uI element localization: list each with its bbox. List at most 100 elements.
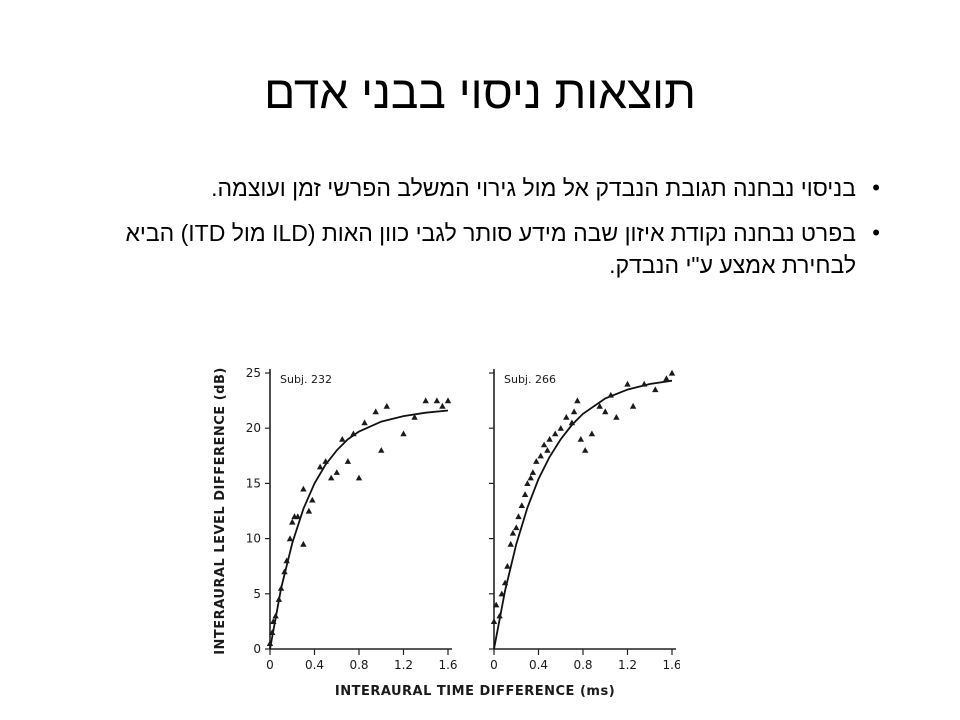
y-axis-label: INTERAURAL LEVEL DIFFERENCE (dB) — [213, 367, 228, 655]
data-point — [544, 447, 551, 453]
data-point — [663, 375, 670, 382]
data-point — [537, 452, 544, 459]
x-tick-label: 1.6 — [438, 658, 457, 672]
data-point — [305, 507, 313, 514]
bullet-text: בפרט נבחנה נקודת איזון שבה מידע סותר לגב… — [125, 220, 856, 278]
data-point — [668, 369, 676, 376]
data-point — [641, 380, 648, 387]
data-point — [629, 402, 637, 409]
data-point — [518, 502, 525, 508]
data-point — [339, 436, 346, 442]
data-point — [277, 585, 285, 591]
results-figure: 0 0.4 0.8 1.2 1.6 0 5 10 15 20 25 Subj. 232 0 0.4 0.8 1… — [190, 335, 680, 720]
data-point — [533, 458, 540, 464]
data-point — [400, 430, 407, 437]
bullet-list: • בניסוי נבחנה תגובת הנבדק אל מול גירוי … — [96, 172, 880, 294]
data-point — [552, 430, 559, 437]
bullet-item: • בניסוי נבחנה תגובת הנבדק אל מול גירוי … — [96, 172, 880, 204]
data-point — [588, 430, 596, 437]
data-point — [524, 480, 531, 486]
figure-canvas: 0 0.4 0.8 1.2 1.6 0 5 10 15 20 25 Subj. 232 0 0.4 0.8 1… — [213, 366, 680, 699]
data-point — [540, 441, 548, 448]
data-point — [289, 518, 296, 525]
data-point — [361, 419, 368, 426]
data-point — [607, 391, 614, 398]
data-point — [328, 474, 335, 481]
data-point — [272, 612, 279, 619]
data-point — [521, 491, 529, 497]
x-tick-label: 1.2 — [618, 658, 637, 672]
y-tick-label: 15 — [246, 476, 261, 490]
data-point — [652, 386, 659, 393]
y-tick-label: 5 — [253, 587, 261, 601]
x-tick-label: 1.2 — [394, 658, 413, 672]
data-point — [378, 447, 385, 453]
data-point — [281, 568, 288, 575]
data-point — [275, 596, 283, 602]
data-point — [300, 485, 307, 492]
panel-title: Subj. 232 — [280, 373, 332, 386]
data-point — [286, 535, 294, 542]
y-tick-label: 10 — [246, 532, 261, 546]
x-tick-label: 0.4 — [305, 658, 324, 672]
data-point — [316, 463, 324, 470]
data-point — [515, 513, 522, 520]
data-point — [493, 601, 500, 608]
data-point — [444, 397, 452, 404]
data-point — [322, 458, 329, 464]
x-tick-label: 0.8 — [349, 658, 368, 672]
data-point — [266, 640, 274, 646]
fit-curve — [493, 379, 673, 650]
bullet-marker: • — [872, 175, 880, 200]
bullet-marker: • — [872, 220, 880, 245]
data-point — [309, 496, 316, 503]
data-point — [355, 474, 363, 481]
data-point — [411, 414, 418, 420]
y-tick-label: 20 — [246, 421, 261, 435]
x-tick-label: 1.6 — [662, 658, 680, 672]
data-point — [439, 402, 446, 409]
data-point — [570, 408, 578, 415]
bullet-item: • בפרט נבחנה נקודת איזון שבה מידע סותר ל… — [96, 217, 880, 281]
data-point — [333, 469, 340, 475]
data-point — [344, 458, 352, 464]
data-point — [270, 618, 277, 624]
data-point — [283, 557, 290, 564]
data-point — [527, 474, 534, 481]
data-point — [509, 529, 517, 536]
x-axis-label: INTERAURAL TIME DIFFERENCE (ms) — [335, 684, 615, 699]
data-point — [496, 612, 503, 619]
data-point — [383, 402, 390, 409]
x-tick-label: 0 — [266, 658, 274, 672]
data-point — [529, 469, 537, 475]
data-point — [498, 590, 505, 597]
data-point — [504, 563, 511, 569]
x-tick-label: 0.8 — [573, 658, 592, 672]
data-point — [546, 436, 553, 442]
panel-title: Subj. 266 — [504, 373, 556, 386]
data-point — [372, 408, 379, 415]
data-point — [422, 397, 429, 404]
data-point — [507, 540, 514, 547]
data-point — [300, 540, 307, 547]
data-point — [490, 618, 498, 624]
data-point — [574, 397, 581, 404]
slide-title: תוצאות ניסוי בבני אדם — [264, 66, 696, 118]
data-point — [433, 397, 441, 404]
y-tick-label: 25 — [246, 366, 261, 380]
data-point — [582, 447, 589, 453]
x-tick-label: 0 — [490, 658, 498, 672]
data-point — [596, 402, 603, 409]
data-point — [557, 425, 564, 431]
fit-curve — [269, 409, 449, 650]
y-tick-label: 0 — [253, 642, 261, 656]
data-point — [513, 524, 520, 531]
data-point — [568, 419, 576, 426]
data-point — [563, 414, 570, 420]
data-point — [294, 513, 301, 520]
data-point — [350, 430, 357, 437]
data-point — [613, 414, 620, 420]
bullet-text: בניסוי נבחנה תגובת הנבדק אל מול גירוי המ… — [211, 175, 856, 201]
data-point — [501, 579, 509, 586]
x-tick-label: 0.4 — [529, 658, 548, 672]
